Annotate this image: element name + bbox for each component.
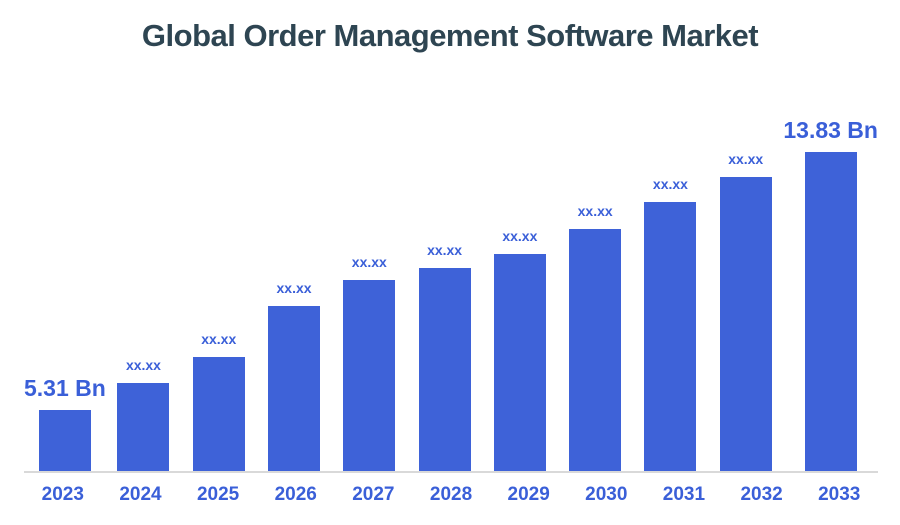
bar-2031 xyxy=(644,202,697,471)
bar-2029 xyxy=(493,254,546,471)
value-label-2031: xx.xx xyxy=(652,176,688,192)
value-label-2023: 5.31 Bn xyxy=(24,375,106,401)
bar-2025 xyxy=(192,357,245,471)
plot-area: 5.31 Bn xx.xx xx.xx xx.xx xx.xx xx.xx xx.xx xx.… xyxy=(24,100,878,473)
value-label-2024: xx.xx xyxy=(125,357,161,373)
bar-2028 xyxy=(418,268,471,471)
year-label-2031: 2031 xyxy=(662,484,706,505)
bar-2024 xyxy=(117,383,170,471)
year-label-2033: 2033 xyxy=(818,484,861,505)
value-label-2028: xx.xx xyxy=(427,242,463,258)
year-label-2026: 2026 xyxy=(274,484,317,505)
value-label-2027: xx.xx xyxy=(351,254,387,270)
year-label-2027: 2027 xyxy=(352,484,395,505)
bar-column-2025: xx.xx xyxy=(181,332,256,471)
bar-column-2027: xx.xx xyxy=(332,255,407,471)
year-label-2024: 2024 xyxy=(119,484,162,505)
bar-2032 xyxy=(719,177,772,471)
year-label-2030: 2030 xyxy=(585,484,628,505)
bar-2026 xyxy=(268,306,321,471)
value-label-2033: 13.83 Bn xyxy=(783,117,878,143)
bar-column-2028: xx.xx xyxy=(407,243,482,471)
bar-2030 xyxy=(569,229,622,471)
value-label-2026: xx.xx xyxy=(276,280,312,296)
bar-column-2033: 13.83 Bn xyxy=(783,119,878,471)
bar-column-2024: xx.xx xyxy=(106,358,181,471)
bar-column-2030: xx.xx xyxy=(558,204,633,471)
bar-column-2032: xx.xx xyxy=(708,152,783,471)
year-label-2025: 2025 xyxy=(196,484,240,505)
bar-column-2031: xx.xx xyxy=(633,177,708,471)
value-label-2030: xx.xx xyxy=(577,203,613,219)
value-label-2025: xx.xx xyxy=(201,331,237,347)
bar-2023 xyxy=(38,410,91,471)
bar-column-2026: xx.xx xyxy=(256,281,331,471)
x-axis-labels: 2023 2024 2025 2026 2027 2028 2029 2030 2031 2032… xyxy=(24,484,878,506)
year-label-2023: 2023 xyxy=(41,484,84,505)
value-label-2032: xx.xx xyxy=(728,151,764,167)
year-label-2029: 2029 xyxy=(507,484,550,505)
bar-2027 xyxy=(343,280,396,471)
bar-2033 xyxy=(804,152,857,471)
value-label-2029: xx.xx xyxy=(502,228,538,244)
bar-column-2029: xx.xx xyxy=(482,229,557,471)
chart-title: Global Order Management Software Market xyxy=(141,18,759,53)
year-label-2028: 2028 xyxy=(429,484,473,505)
year-label-2032: 2032 xyxy=(740,484,783,505)
bar-column-2023: 5.31 Bn xyxy=(24,377,106,471)
